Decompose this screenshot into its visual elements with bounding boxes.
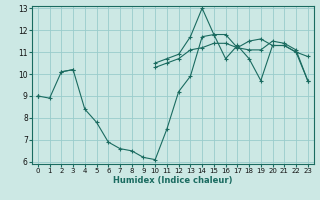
X-axis label: Humidex (Indice chaleur): Humidex (Indice chaleur) [113,176,233,185]
